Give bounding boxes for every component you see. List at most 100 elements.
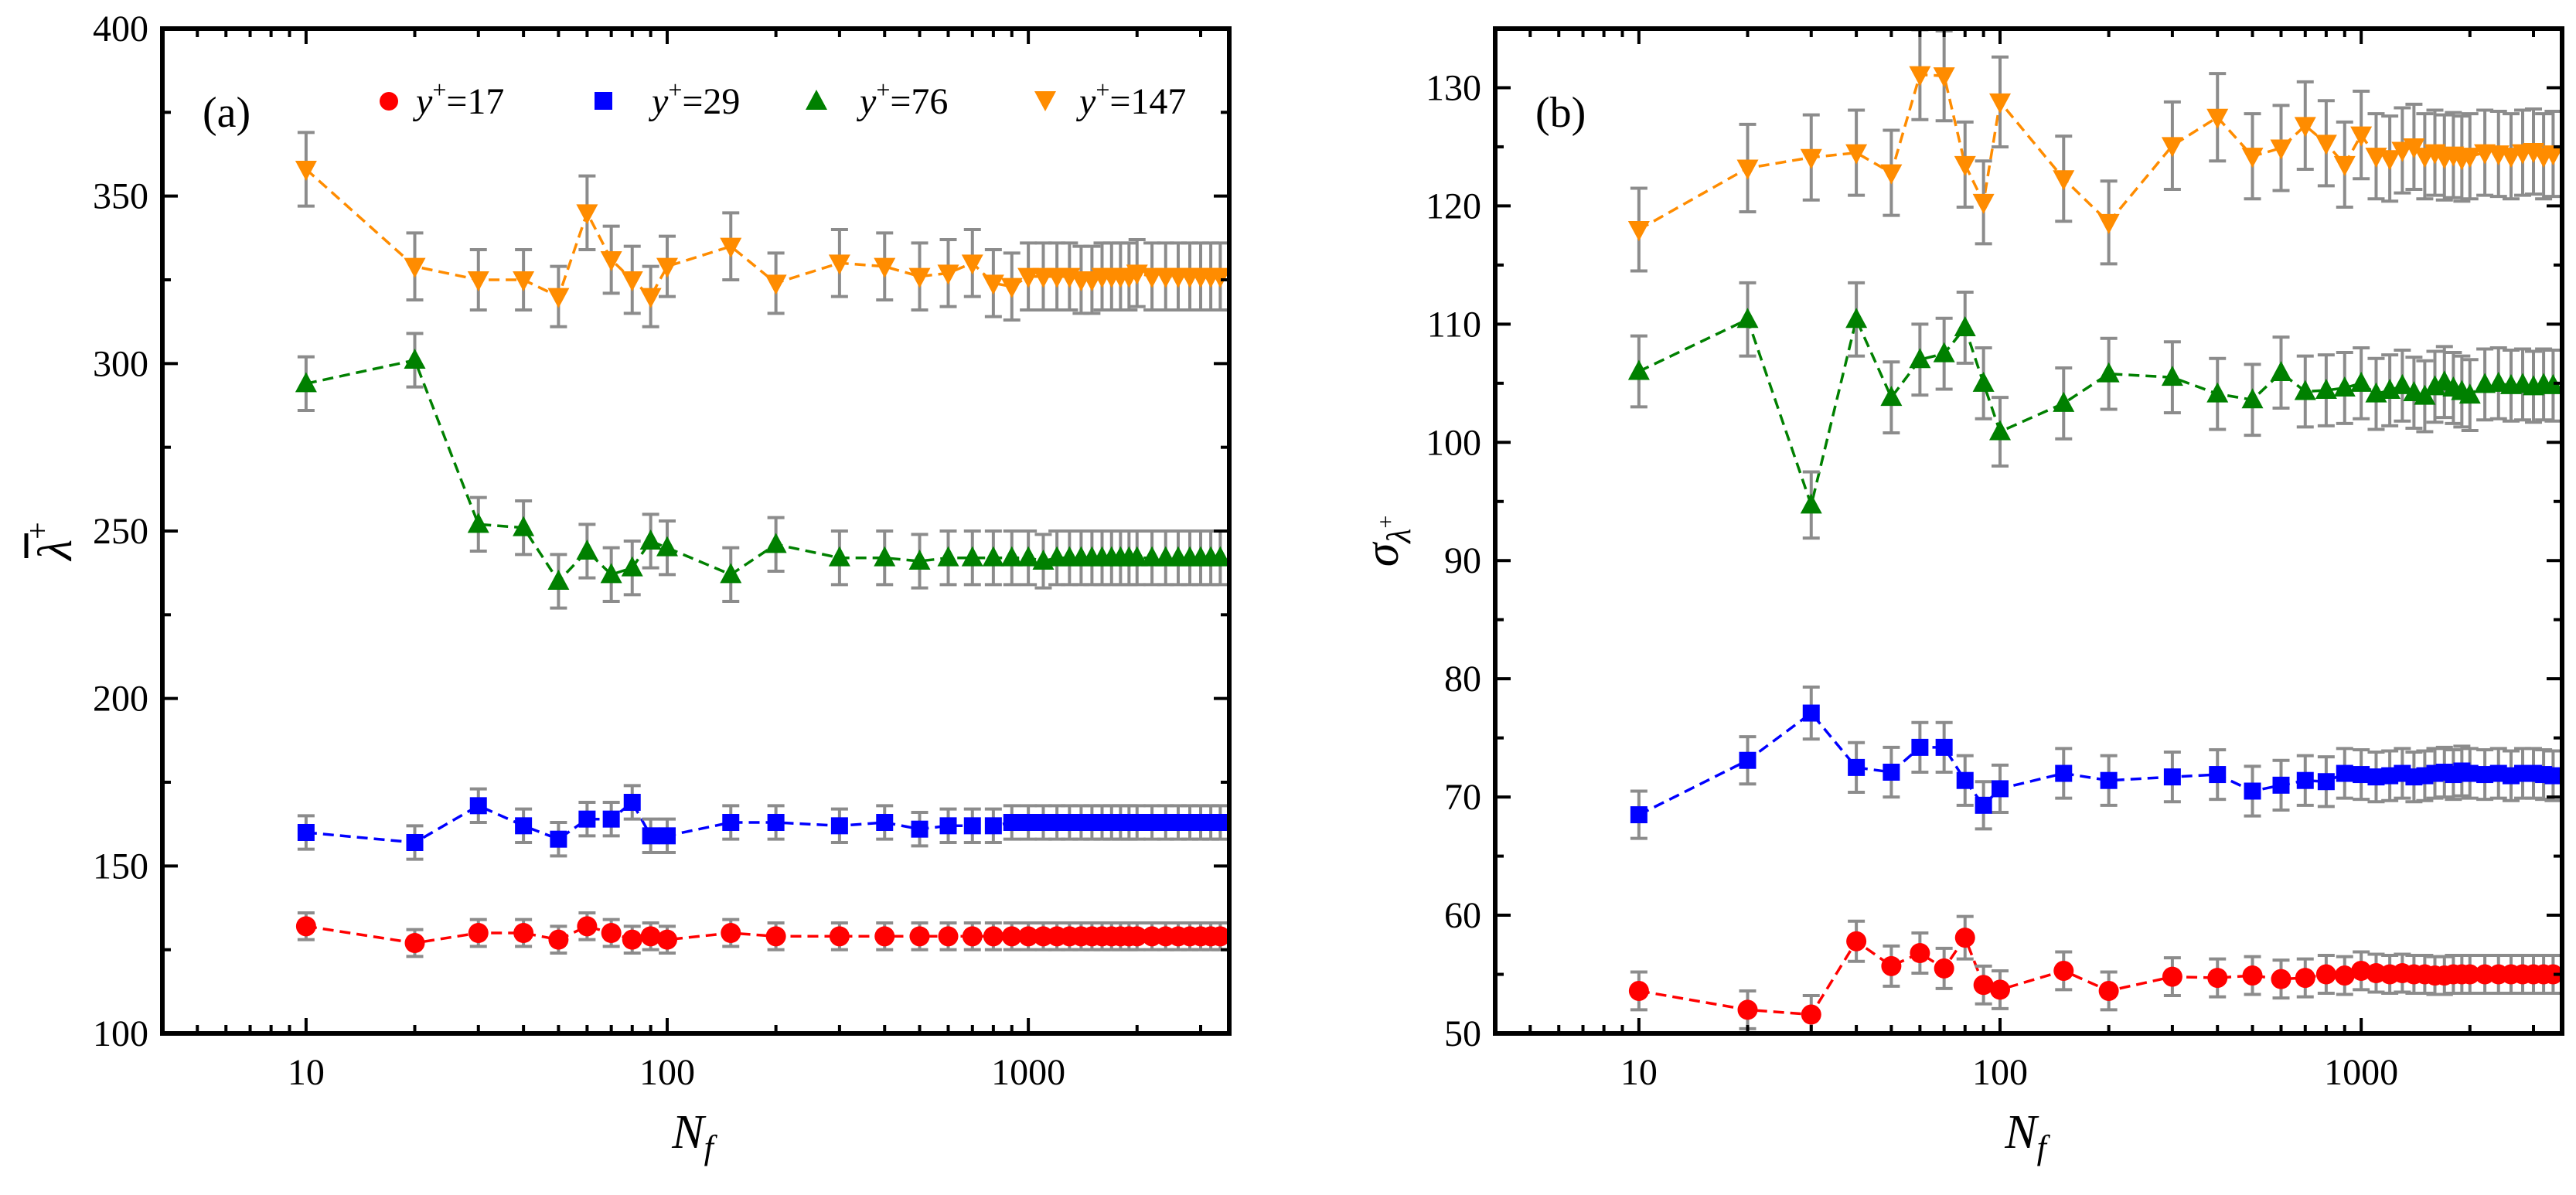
svg-text:λ+: λ+ (20, 522, 82, 561)
legend-entry-y17: y+=17 (380, 76, 504, 122)
data-point (1801, 1004, 1821, 1025)
data-point (600, 563, 622, 584)
data-point (656, 536, 679, 557)
data-point (1630, 806, 1647, 824)
y-tick-label: 50 (1444, 1013, 1481, 1054)
data-point (2458, 148, 2481, 169)
data-point (1954, 928, 1975, 948)
data-point (1020, 814, 1038, 831)
data-point (467, 512, 489, 533)
data-point (2161, 366, 2183, 386)
data-point (828, 546, 850, 567)
x-tick-label: 100 (639, 1052, 695, 1093)
data-point (295, 161, 317, 181)
data-point (2476, 766, 2494, 784)
data-point (829, 926, 850, 947)
data-point (1989, 93, 2012, 114)
data-point (1883, 764, 1900, 781)
y-tick-label: 60 (1444, 895, 1481, 936)
data-point (576, 540, 598, 560)
data-point (765, 533, 787, 553)
x-tick-label: 10 (288, 1052, 325, 1093)
data-point (656, 257, 679, 278)
data-point (2458, 383, 2481, 404)
y-tick-label: 300 (93, 343, 148, 384)
data-point (1627, 359, 1650, 380)
data-point (2244, 782, 2261, 800)
data-point (2351, 960, 2372, 981)
data-point (2391, 373, 2414, 394)
legend-label-y29: y+=29 (648, 76, 740, 122)
data-point (1143, 814, 1161, 831)
data-point (513, 271, 535, 291)
data-point (548, 929, 569, 950)
panel-b-plot-area (1627, 29, 2562, 1033)
data-point (1017, 546, 1040, 567)
data-point (513, 516, 535, 536)
data-point (1737, 999, 1758, 1020)
panel-a-y-axis-title: λ+ (20, 522, 82, 561)
y-tick-label: 400 (93, 9, 148, 49)
data-point (937, 546, 959, 567)
data-point (961, 546, 983, 567)
data-point (1909, 66, 1931, 87)
data-point (876, 814, 894, 831)
data-point (1934, 958, 1954, 979)
data-point (602, 810, 620, 828)
data-point (909, 926, 930, 947)
data-point (1001, 926, 1022, 947)
legend-marker-triangle-up (806, 90, 827, 110)
y-tick-label: 150 (93, 846, 148, 887)
data-point (2336, 764, 2353, 782)
legend-marker-triangle-down (1034, 91, 1056, 111)
data-point (404, 349, 426, 369)
data-point (720, 237, 742, 258)
data-point (2459, 964, 2480, 985)
data-point (1846, 931, 1867, 952)
legend-label-y17: y+=17 (412, 76, 504, 122)
data-point (2053, 170, 2075, 191)
data-point (2098, 980, 2119, 1001)
data-point (2367, 768, 2385, 786)
data-point (1954, 315, 1976, 336)
panel-a-ticks: 10 100 1000 100 150 200 250 300 350 400 (93, 9, 1229, 1093)
data-point (1628, 980, 1649, 1001)
x-tick-label: 1000 (991, 1052, 1065, 1093)
data-point (2350, 126, 2373, 147)
data-point (1909, 348, 1931, 369)
data-point (2296, 771, 2314, 789)
series-y29 (297, 784, 1229, 861)
data-point (1956, 771, 1974, 789)
data-point (2333, 376, 2356, 397)
data-point (1003, 814, 1021, 831)
data-point (1910, 943, 1930, 963)
data-point (657, 929, 678, 950)
data-point (2162, 966, 2182, 987)
data-point (2315, 379, 2337, 399)
y-tick-label: 350 (93, 176, 148, 217)
data-point (577, 916, 598, 937)
data-point (1800, 148, 1822, 169)
data-point (1935, 738, 1953, 756)
data-point (938, 926, 959, 947)
data-point (982, 546, 1004, 567)
data-point (621, 271, 643, 291)
data-point (874, 257, 896, 278)
data-point (939, 817, 957, 835)
data-point (659, 827, 676, 845)
data-point (2241, 388, 2264, 409)
data-point (1880, 164, 1903, 185)
data-point (1973, 975, 1994, 996)
data-point (468, 923, 489, 943)
data-point (642, 827, 659, 845)
series-y17 (1628, 914, 2562, 1033)
data-point (765, 926, 786, 947)
data-point (2161, 137, 2183, 158)
data-point (623, 794, 641, 811)
data-point (2206, 382, 2229, 403)
data-point (2097, 213, 2120, 234)
data-point (295, 372, 317, 393)
data-point (2270, 139, 2292, 160)
data-point (937, 264, 959, 285)
